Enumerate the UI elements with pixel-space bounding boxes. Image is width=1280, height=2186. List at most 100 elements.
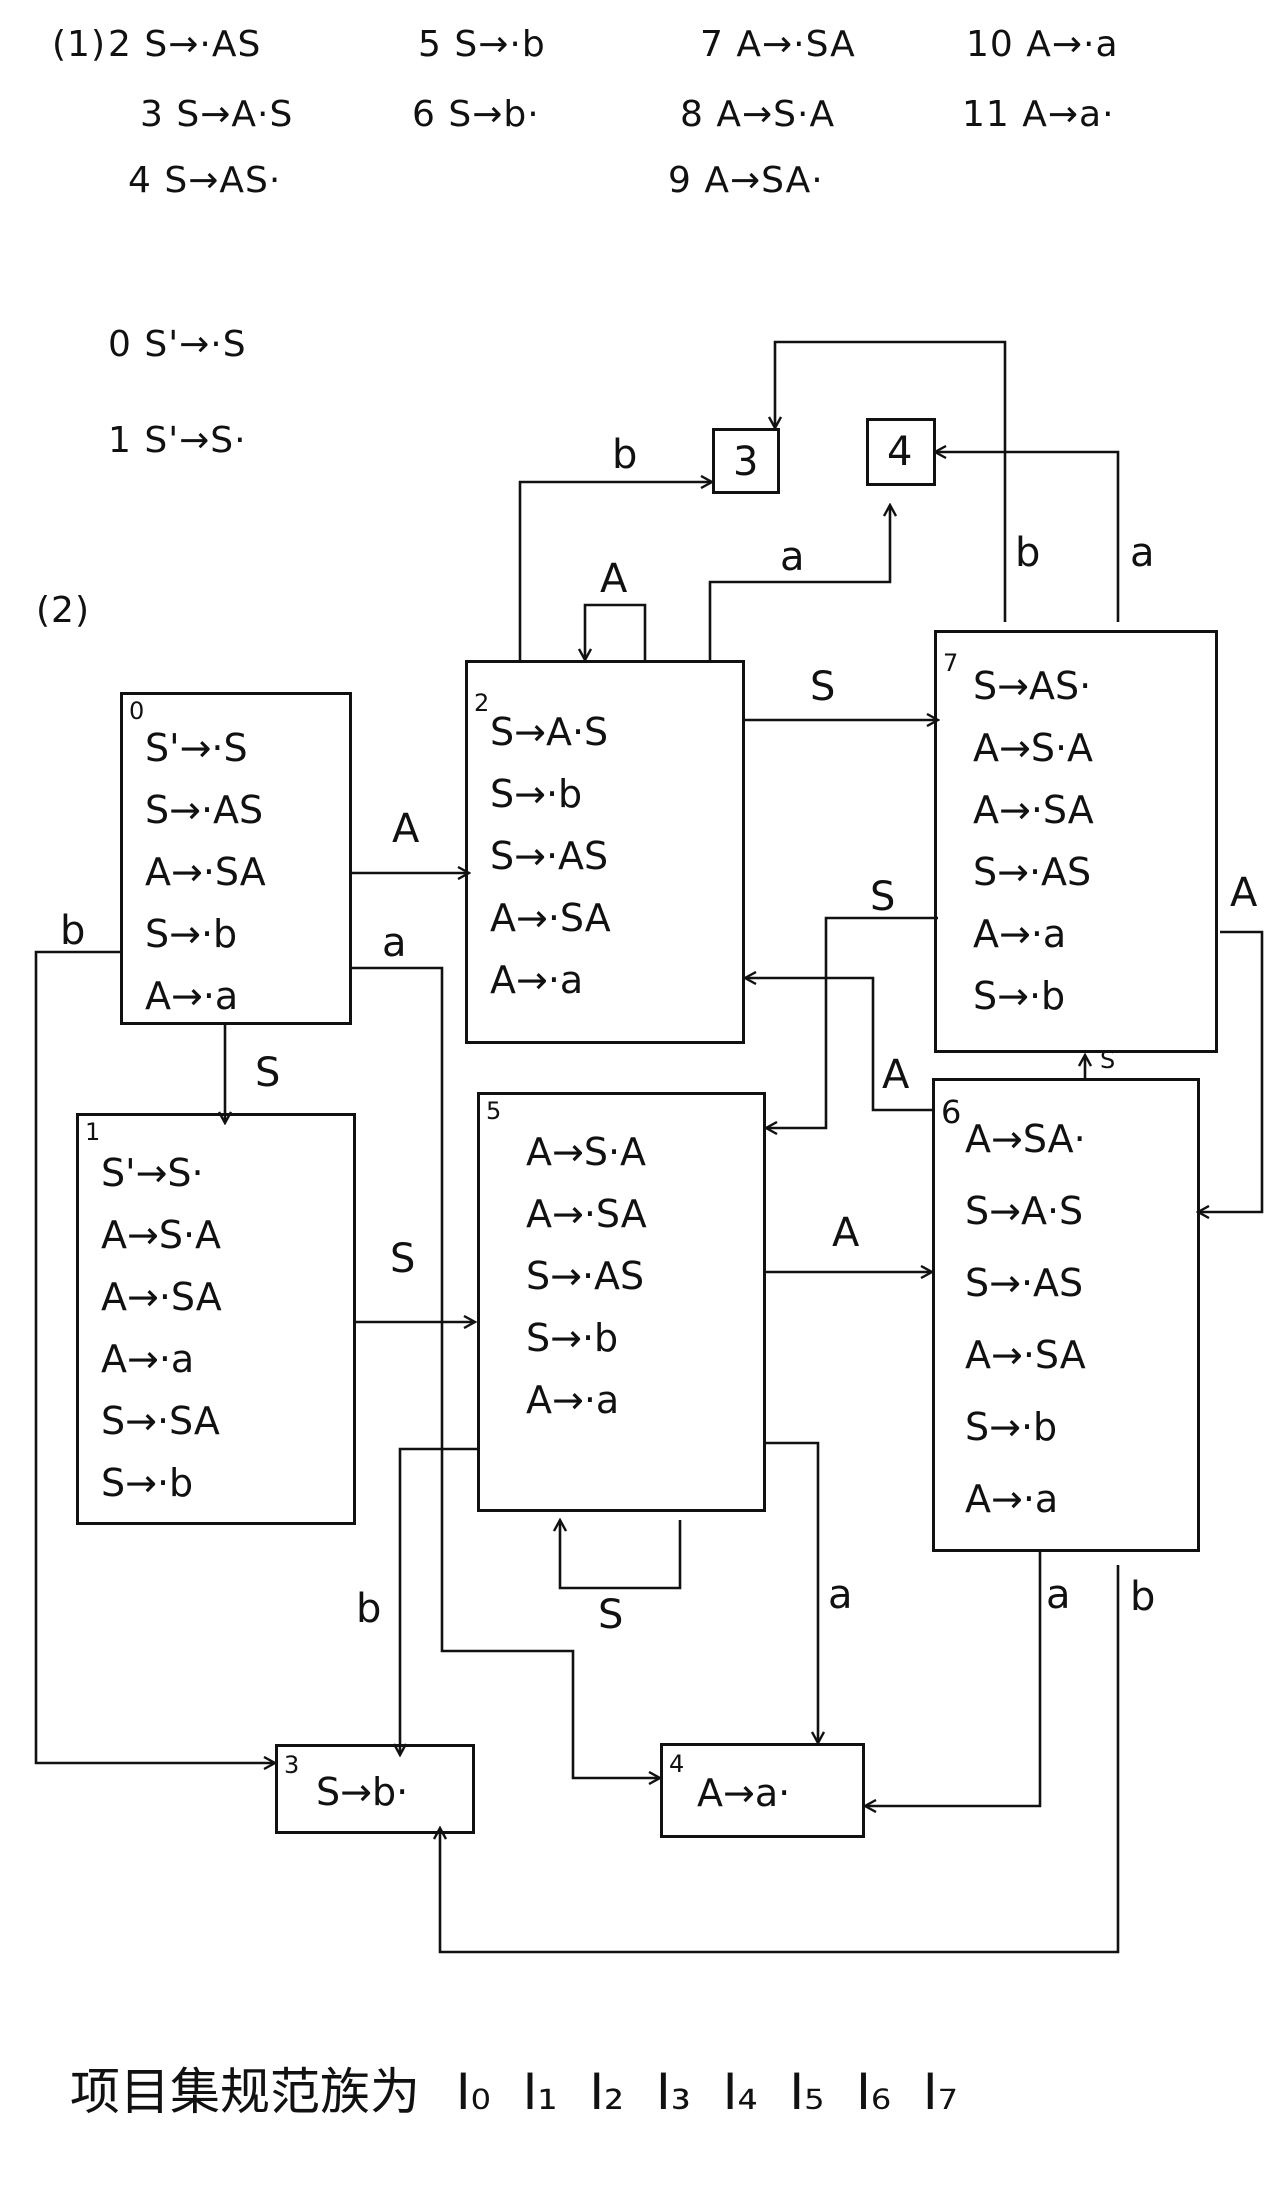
edge-label-0-2: A (392, 806, 420, 852)
item: S→·AS (490, 834, 609, 878)
item: S→·b (145, 912, 238, 956)
edge-2-3 (518, 482, 712, 660)
edge-6-3 (440, 1565, 1120, 1954)
footer-caption: 项目集规范族为 (70, 2063, 420, 2121)
state-7: 7 S→AS· A→S·A A→·SA S→·AS A→·a S→·b (934, 630, 1218, 1053)
edge-label-7-4: a (1130, 530, 1155, 576)
edge-label-2-3: b (612, 432, 638, 478)
item: S→·b (526, 1316, 619, 1360)
item-set: I₀ (455, 2063, 491, 2121)
item: S→·AS (973, 850, 1092, 894)
item-set: I₇ (922, 2063, 958, 2121)
part1-label: (1) (52, 24, 106, 65)
edge-label-5-self: S (598, 1592, 624, 1638)
production-3: 3 S→A·S (140, 94, 294, 135)
edge-label-2-7: S (810, 664, 836, 710)
item: S→·b (101, 1461, 194, 1505)
item: S'→S· (101, 1151, 204, 1195)
state-number: 3 (284, 1751, 300, 1779)
edge-label-7-6: A (1230, 870, 1258, 916)
item: A→·SA (973, 788, 1094, 832)
edge-0-3 (34, 950, 275, 1763)
item: A→·SA (490, 896, 611, 940)
production-8: 8 A→S·A (680, 94, 836, 135)
item: A→a· (697, 1771, 791, 1815)
edge-label-6-7: S (1100, 1046, 1116, 1074)
ref-box-label: 3 (733, 439, 759, 485)
edge-5-3 (400, 1447, 477, 1755)
item-set: I₃ (656, 2063, 691, 2121)
item: S→b· (316, 1770, 409, 1814)
item: A→·SA (526, 1192, 647, 1236)
edge-label-5-4: a (828, 1572, 853, 1618)
state-4: 4 A→a· (660, 1743, 865, 1838)
state-number: 6 (941, 1093, 962, 1131)
edge-label-0-1: S (255, 1050, 281, 1096)
item: A→·SA (145, 850, 266, 894)
item-set: I₁ (522, 2063, 558, 2121)
item-set: I₂ (589, 2063, 625, 2121)
item: A→S·A (973, 726, 1094, 770)
item: A→·a (965, 1477, 1059, 1521)
production-0: 0 S'→·S (108, 324, 247, 365)
state-1: 1 S'→S· A→S·A A→·SA A→·a S→·SA S→·b (76, 1113, 356, 1525)
state-number: 4 (669, 1750, 685, 1778)
item: A→·a (145, 974, 239, 1018)
item-set: I₆ (856, 2063, 891, 2121)
item: S→·b (965, 1405, 1058, 1449)
edge-7-4 (935, 452, 1120, 622)
state-3: 3 S→b· (275, 1744, 475, 1834)
production-1: 1 S'→S· (108, 420, 247, 461)
item: S'→·S (145, 726, 248, 770)
edge-label-7-3: b (1015, 530, 1041, 576)
edge-label-0-4: a (382, 920, 407, 966)
state-number: 1 (85, 1118, 101, 1146)
edge-2-4 (708, 505, 890, 660)
item: A→·a (526, 1378, 620, 1422)
edge-label-0-3: b (60, 908, 86, 954)
edge-7-3 (775, 340, 1007, 622)
state-number: 0 (129, 697, 145, 725)
item: A→·a (490, 958, 584, 1002)
edge-label-6-2: A (882, 1052, 910, 1098)
item: A→·SA (965, 1333, 1086, 1377)
footer-text: 项目集规范族为 I₀ I₁ I₂ I₃ I₄ I₅ I₆ I₇ (70, 2052, 958, 2124)
production-9: 9 A→SA· (668, 160, 824, 201)
production-6: 6 S→b· (412, 94, 540, 135)
edge-label-6-4: a (1046, 1572, 1071, 1618)
item: S→A·S (965, 1189, 1084, 1233)
item-set: I₄ (722, 2063, 758, 2121)
production-4: 4 S→AS· (128, 160, 282, 201)
edge-2-self (585, 603, 647, 660)
state-5: 5 A→S·A A→·SA S→·AS S→·b A→·a (477, 1092, 766, 1512)
item: S→·AS (145, 788, 264, 832)
production-11: 11 A→a· (962, 94, 1115, 135)
edge-6-4 (865, 1550, 1042, 1806)
edge-label-2-4: a (780, 534, 805, 580)
item: A→S·A (101, 1213, 222, 1257)
state-number: 7 (943, 649, 959, 677)
edge-5-self (560, 1520, 682, 1590)
item: A→·a (973, 912, 1067, 956)
edge-6-2 (745, 978, 932, 1112)
item: S→·SA (101, 1399, 220, 1443)
part2-label: (2) (36, 590, 90, 631)
edge-5-4 (766, 1441, 818, 1743)
edge-label-7-5: S (870, 874, 896, 920)
item: A→·a (101, 1337, 195, 1381)
item: S→·AS (965, 1261, 1084, 1305)
production-5: 5 S→·b (418, 24, 546, 65)
state-2: 2 S→A·S S→·b S→·AS A→·SA A→·a (465, 660, 745, 1044)
ref-box-3: 3 (712, 428, 780, 494)
item-set: I₅ (789, 2063, 825, 2121)
edge-label-2-self: A (600, 556, 628, 602)
item: A→S·A (526, 1130, 647, 1174)
edge-7-6 (1198, 930, 1264, 1212)
state-number: 5 (486, 1097, 502, 1125)
state-number: 2 (474, 689, 490, 717)
edge-7-5 (766, 916, 938, 1128)
item: S→·b (973, 974, 1066, 1018)
ref-box-4: 4 (866, 418, 936, 486)
edge-label-5-3: b (356, 1586, 382, 1632)
edge-0-4 (352, 966, 660, 1778)
